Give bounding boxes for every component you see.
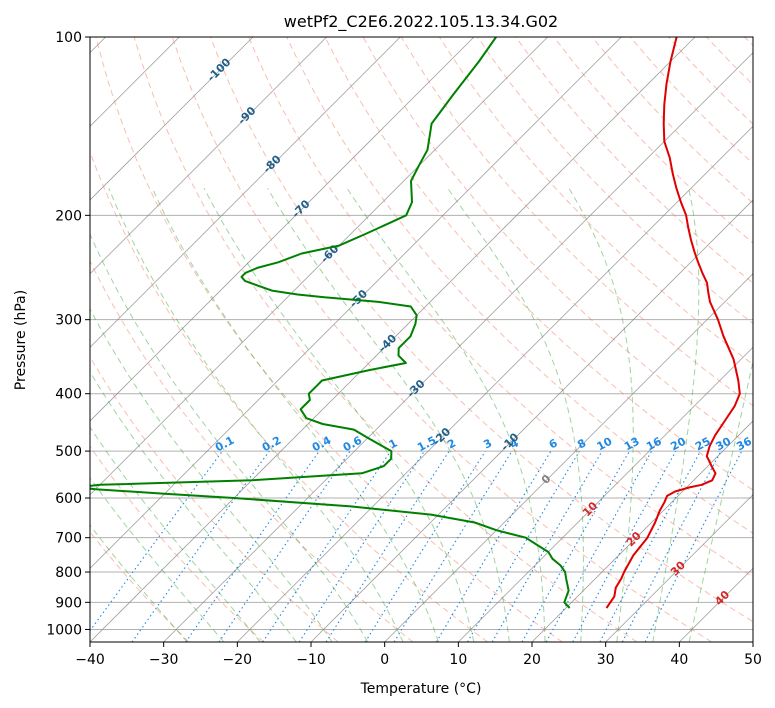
dry-adiabat-line — [95, 37, 563, 642]
isotherm-line — [605, 494, 753, 642]
mixing-ratio-line — [298, 450, 425, 642]
moist-adiabat-line — [688, 358, 753, 642]
dry-adiabat-line — [248, 37, 753, 578]
skewed-isotherms — [90, 37, 753, 642]
moist-adiabat-line — [90, 232, 369, 642]
x-tick-label: 30 — [597, 652, 615, 668]
y-tick-label: 800 — [55, 565, 82, 581]
x-tick-label: 40 — [670, 652, 688, 668]
y-tick-label: 900 — [55, 595, 82, 611]
x-axis: −40 −30 −20 −10 0 10 20 30 40 50 — [75, 642, 762, 668]
mixing-ratio-label: 10 — [595, 435, 615, 454]
y-tick-label: 400 — [55, 387, 82, 403]
y-tick-label: 700 — [55, 531, 82, 547]
isotherm-line — [90, 37, 254, 201]
isotherm-line — [90, 37, 548, 496]
isotherm-line — [237, 125, 753, 642]
mixing-ratio-label: 16 — [644, 435, 664, 454]
dry-adiabat-line — [90, 445, 264, 642]
mixing-ratio-line — [364, 450, 486, 642]
y-tick-label: 1000 — [46, 622, 82, 638]
x-axis-title: Temperature (°C) — [360, 681, 482, 697]
y-tick-label: 200 — [55, 208, 82, 224]
y-tick-label: 100 — [55, 30, 82, 46]
mixing-ratio-line — [572, 450, 677, 642]
pressure-gridlines — [90, 37, 753, 630]
x-tick-label: −30 — [149, 652, 179, 668]
isotherm-line — [90, 37, 327, 275]
mixing-ratio-line — [262, 450, 392, 642]
x-tick-label: −10 — [296, 652, 326, 668]
y-tick-label: 500 — [55, 444, 82, 460]
moist-adiabat-line — [151, 187, 439, 642]
mixing-ratio-line — [599, 450, 701, 642]
isotherm-line — [90, 37, 401, 348]
y-tick-label: 300 — [55, 313, 82, 329]
chart-title: wetPf2_C2E6.2022.105.13.34.G02 — [284, 12, 558, 32]
temperature-line — [605, 37, 741, 609]
isotherm-line — [90, 37, 696, 642]
y-axis: 100 200 300 400 500 600 700 800 900 1000 — [46, 30, 90, 638]
dry-adiabat-line — [171, 37, 712, 642]
x-tick-label: 20 — [523, 652, 541, 668]
mixing-ratio-label: 13 — [622, 435, 642, 454]
x-tick-label: 0 — [380, 652, 389, 668]
mixing-ratio-line — [467, 450, 580, 642]
moist-adiabat-line — [568, 187, 634, 642]
isotherm-line — [531, 420, 753, 642]
moist-adiabat-line — [90, 524, 188, 642]
dewpoint-line — [90, 37, 571, 609]
dry-adiabat-line — [210, 37, 753, 623]
isotherm-line — [90, 37, 622, 569]
isotherm-line — [90, 37, 475, 422]
y-tick-label: 600 — [55, 491, 82, 507]
mixing-ratio-line — [393, 450, 513, 642]
dry-adiabat-line — [133, 37, 638, 642]
isotherm-line — [384, 273, 753, 642]
moist-adiabat-line — [203, 187, 475, 642]
moist-adiabat-line — [652, 188, 700, 642]
moist-adiabats — [90, 187, 753, 642]
dry-adiabat-line — [515, 37, 753, 284]
profile-series — [90, 37, 741, 609]
isotherm-line — [458, 346, 753, 642]
x-tick-label: 50 — [744, 652, 762, 668]
x-tick-label: 10 — [449, 652, 467, 668]
dry-adiabat-line — [286, 37, 753, 534]
mixing-ratio-line — [325, 450, 450, 642]
mixing-ratio-label: 20 — [668, 435, 688, 454]
mixing-ratio-label: 30 — [714, 435, 734, 454]
moist-adiabat-line — [90, 476, 225, 642]
plot-frame — [89, 36, 754, 643]
moist-adiabat-line — [267, 187, 510, 642]
y-axis-title: Pressure (hPa) — [13, 290, 29, 390]
mixing-ratio-line — [218, 450, 351, 642]
mixing-ratio-line — [185, 450, 320, 642]
x-tick-label: −40 — [75, 652, 105, 668]
moist-adiabat-line — [90, 308, 333, 642]
dry-adiabat-line — [90, 259, 414, 642]
mixing-ratio-label: 36 — [734, 435, 754, 454]
mixing-ratio-lines — [90, 450, 743, 642]
dry-adiabat-line — [324, 37, 753, 491]
x-tick-label: −20 — [223, 652, 253, 668]
mixing-ratio-line — [435, 450, 552, 642]
mixing-ratio-label: 25 — [693, 435, 713, 454]
isotherm-line — [163, 52, 753, 642]
